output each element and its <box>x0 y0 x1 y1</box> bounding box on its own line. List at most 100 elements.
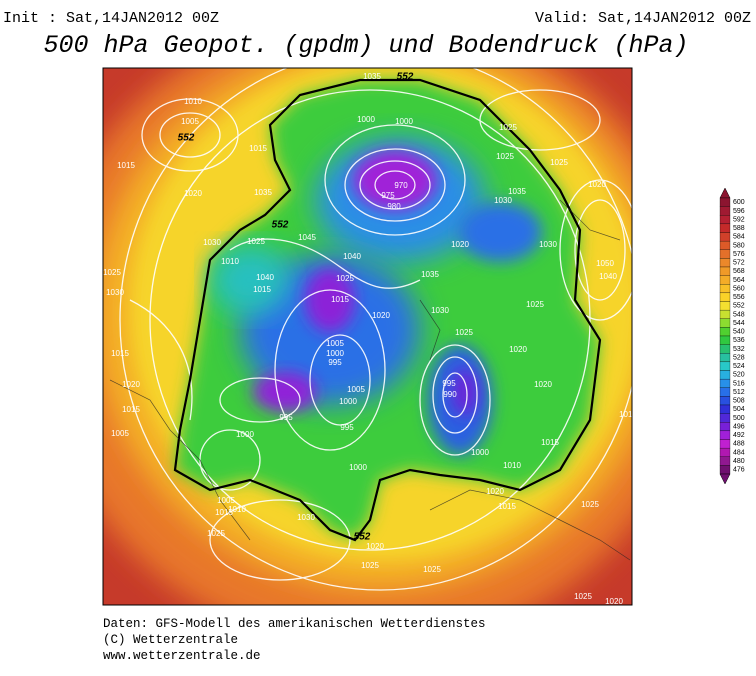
isobar-label: 1025 <box>103 268 121 277</box>
colorbar-swatch <box>719 422 731 432</box>
isobar-label: 1015 <box>117 161 135 170</box>
colorbar-swatch <box>719 387 731 397</box>
isobar-label: 1030 <box>494 196 512 205</box>
isobar-label: 995 <box>328 358 342 367</box>
colorbar-label: 496 <box>733 423 745 430</box>
colorbar-swatch <box>719 344 731 354</box>
colorbar-swatch <box>719 215 731 225</box>
colorbar-swatch <box>719 447 731 457</box>
isobar-label: 1020 <box>372 311 390 320</box>
colorbar-label: 576 <box>733 251 745 258</box>
isobar-label: 1000 <box>349 463 367 472</box>
isobar-label: 1015 <box>122 405 140 414</box>
colorbar-label: 556 <box>733 294 745 301</box>
height-label: 552 <box>354 532 371 543</box>
isobar-label: 1015 <box>541 438 559 447</box>
colorbar-label: 552 <box>733 303 745 310</box>
colorbar-swatch <box>719 361 731 371</box>
colorbar-swatch <box>719 249 731 259</box>
isobar-label: 1040 <box>599 272 617 281</box>
colorbar-label: 532 <box>733 346 745 353</box>
colorbar-label: 520 <box>733 372 745 379</box>
isobar-label: 1010 <box>503 461 521 470</box>
isobar-label: 1020 <box>588 180 606 189</box>
colorbar-label: 564 <box>733 277 745 284</box>
isobar-label: 1025 <box>361 561 379 570</box>
isobar-label: 1015 <box>111 349 129 358</box>
isobar-label: 1005 <box>217 496 235 505</box>
isobar-label: 1000 <box>357 115 375 124</box>
isobar-label: 1020 <box>451 240 469 249</box>
isobar-label: 1035 <box>421 270 439 279</box>
colorbar-label: 488 <box>733 441 745 448</box>
colorbar-swatch <box>719 240 731 250</box>
colorbar-label: 512 <box>733 389 745 396</box>
isobar-label: 1010 <box>184 97 202 106</box>
isobar-label: 970 <box>394 181 408 190</box>
colorbar-label: 476 <box>733 467 745 474</box>
colorbar-label: 572 <box>733 260 745 267</box>
colorbar-swatch <box>719 275 731 285</box>
isobar-label: 1005 <box>347 385 365 394</box>
isobar-label: 1030 <box>431 306 449 315</box>
colorbar-swatch <box>719 309 731 319</box>
colorbar-label: 528 <box>733 354 745 361</box>
isobar-label: 990 <box>443 390 457 399</box>
colorbar-label: 504 <box>733 406 745 413</box>
colorbar-label: 548 <box>733 311 745 318</box>
isobar-label: 1025 <box>581 500 599 509</box>
isobar-label: 1020 <box>366 542 384 551</box>
colorbar-swatch <box>719 353 731 363</box>
colorbar-label: 516 <box>733 380 745 387</box>
isobar-label: 1000 <box>236 430 254 439</box>
colorbar-swatch <box>719 266 731 276</box>
height-label: 552 <box>178 133 195 144</box>
colorbar-swatch <box>719 430 731 440</box>
colorbar-label: 484 <box>733 449 745 456</box>
map-title: 500 hPa Geopot. (gpdm) und Bodendruck (h… <box>43 31 688 60</box>
colorbar-label: 540 <box>733 329 745 336</box>
isobar-label: 1025 <box>526 300 544 309</box>
isobar-label: 1025 <box>207 529 225 538</box>
isobar-label: 995 <box>340 423 354 432</box>
isobar-label: 980 <box>387 202 401 211</box>
colorbar-swatch <box>719 318 731 328</box>
isobar-label: 1005 <box>326 339 344 348</box>
isobar-label: 1035 <box>254 188 272 197</box>
colorbar-swatch <box>719 439 731 449</box>
colorbar: 6005965925885845805765725685645605565525… <box>719 187 745 485</box>
isobar-label: 1020 <box>184 189 202 198</box>
isobar-label: 1025 <box>247 237 265 246</box>
isobar-label: 1025 <box>423 565 441 574</box>
isobar-label: 1010 <box>619 410 637 419</box>
isobar-label: 1005 <box>181 117 199 126</box>
colorbar-label: 588 <box>733 225 745 232</box>
isobar-label: 1020 <box>509 345 527 354</box>
colorbar-swatch <box>719 284 731 294</box>
isobar-label: 1030 <box>106 288 124 297</box>
footer-line: Daten: GFS-Modell des amerikanischen Wet… <box>103 617 486 631</box>
colorbar-label: 544 <box>733 320 745 327</box>
valid-label: Valid: Sat,14JAN2012 00Z <box>535 10 751 27</box>
isobar-label: 1010 <box>221 257 239 266</box>
isobar-label: 1050 <box>596 259 614 268</box>
isobar-label: 1015 <box>331 295 349 304</box>
colorbar-label: 596 <box>733 208 745 215</box>
isobar-label: 1035 <box>508 187 526 196</box>
colorbar-swatch <box>719 232 731 242</box>
isobar-label: 1045 <box>298 233 316 242</box>
isobar-label: 1025 <box>496 152 514 161</box>
colorbar-swatch <box>719 404 731 414</box>
isobar-label: 1000 <box>471 448 489 457</box>
isobar-label: 1030 <box>297 513 315 522</box>
colorbar-swatch <box>719 335 731 345</box>
isobar-label: 1030 <box>539 240 557 249</box>
isobar-label: 1025 <box>336 274 354 283</box>
isobar-label: 1035 <box>363 72 381 81</box>
isobar-label: 1010 <box>228 505 246 514</box>
isobar-label: 1020 <box>534 380 552 389</box>
colorbar-arrow <box>719 187 731 199</box>
